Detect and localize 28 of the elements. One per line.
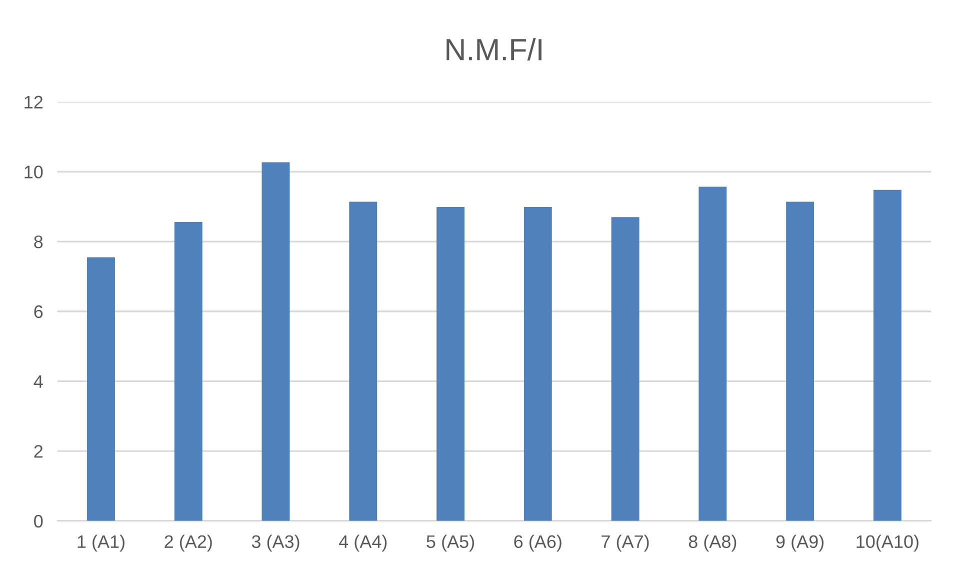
bar (87, 257, 115, 521)
x-tick-label: 7 (A7) (602, 534, 649, 552)
bar (698, 186, 727, 521)
x-tick-label: 5 (A5) (426, 534, 474, 552)
bar (873, 190, 902, 521)
bar (174, 222, 202, 521)
x-tick-label: 9 (A9) (776, 534, 824, 552)
bar (349, 202, 378, 521)
y-tick-label: 6 (34, 305, 43, 318)
x-tick-label: 1 (A1) (78, 534, 124, 552)
bar (611, 217, 640, 521)
x-tick-label: 10(A10) (856, 534, 918, 552)
y-tick-label: 4 (34, 375, 43, 388)
bar (262, 162, 290, 521)
y-tick-label: 10 (24, 166, 43, 178)
x-tick-label: 6 (A6) (514, 534, 562, 552)
x-tick-label: 4 (A4) (338, 534, 387, 552)
y-tick-label: 0 (34, 514, 43, 528)
bar (524, 206, 552, 521)
y-tick-label: 2 (34, 444, 43, 458)
x-tick-label: 3 (A3) (252, 534, 300, 552)
y-tick-label: 8 (34, 235, 43, 248)
y-tick-label: 12 (24, 96, 43, 108)
bar (436, 206, 464, 521)
x-tick-label: 2 (A2) (164, 534, 212, 552)
x-tick-label: 8 (A8) (688, 534, 736, 552)
chart-title: N.M.F/I (446, 38, 542, 60)
bar (786, 202, 814, 521)
